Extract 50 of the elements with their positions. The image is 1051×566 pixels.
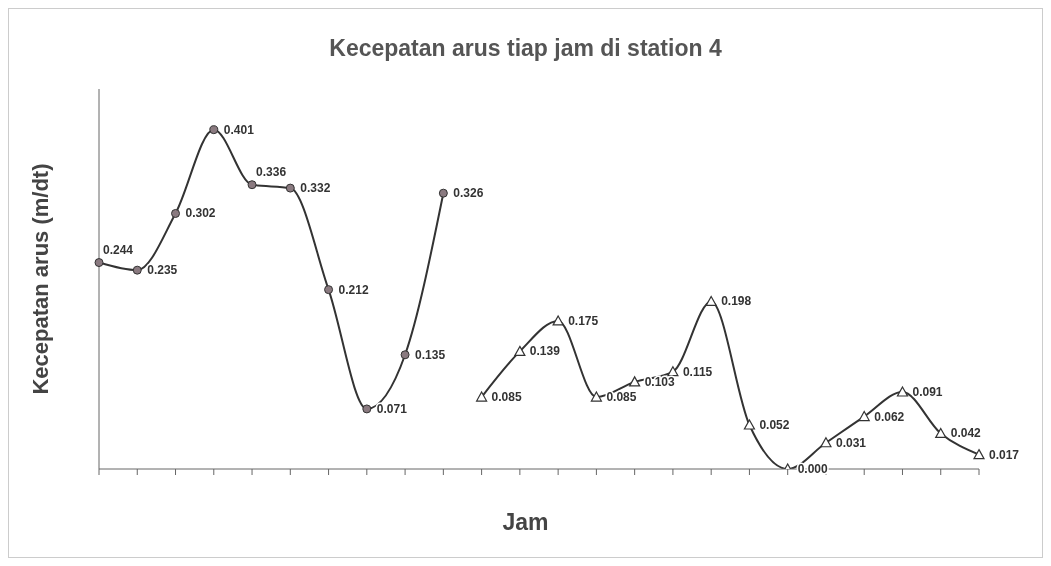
data-label: 0.000 xyxy=(797,462,829,476)
data-label: 0.401 xyxy=(223,122,255,137)
data-label: 0.139 xyxy=(529,344,561,359)
point xyxy=(514,345,526,356)
data-label: 0.052 xyxy=(759,418,790,432)
point xyxy=(438,188,448,198)
data-label: 0.302 xyxy=(185,206,216,221)
point xyxy=(132,265,142,275)
point xyxy=(324,285,334,295)
point xyxy=(171,208,181,218)
data-label: 0.091 xyxy=(912,385,943,399)
data-label: 0.031 xyxy=(835,435,867,450)
data-label: 0.071 xyxy=(376,401,408,416)
data-label: 0.017 xyxy=(989,447,1020,462)
data-label: 0.336 xyxy=(256,164,287,179)
data-label: 0.212 xyxy=(338,282,369,297)
point xyxy=(94,258,104,268)
point xyxy=(629,376,641,387)
point xyxy=(667,366,679,377)
data-label: 0.235 xyxy=(147,263,178,278)
data-label: 0.332 xyxy=(300,181,331,196)
point xyxy=(209,125,219,135)
point xyxy=(362,404,372,414)
data-label: 0.198 xyxy=(721,294,752,309)
x-axis-title: Jam xyxy=(501,509,550,536)
data-label: 0.244 xyxy=(103,242,134,257)
data-label: 0.135 xyxy=(415,347,446,362)
y-axis-title: Kecepatan arus (m/dt) xyxy=(28,163,54,395)
data-label: 0.085 xyxy=(606,390,637,405)
data-label: 0.062 xyxy=(874,409,905,424)
point xyxy=(935,427,947,439)
point xyxy=(743,419,756,430)
data-label: 0.042 xyxy=(950,426,982,441)
data-label: 0.103 xyxy=(644,374,676,389)
point xyxy=(858,410,870,422)
point xyxy=(285,183,295,193)
data-label: 0.326 xyxy=(453,186,484,201)
chart-title: Kecepatan arus tiap jam di station 4 xyxy=(328,35,723,62)
point xyxy=(247,180,257,190)
point xyxy=(973,449,985,460)
data-label: 0.175 xyxy=(568,313,599,328)
point xyxy=(705,295,717,307)
data-label: 0.115 xyxy=(682,364,713,379)
point xyxy=(820,437,832,448)
point xyxy=(590,391,602,402)
point xyxy=(552,315,564,326)
point xyxy=(476,391,488,402)
point xyxy=(400,350,410,360)
point xyxy=(896,386,909,397)
data-label: 0.085 xyxy=(491,390,522,405)
